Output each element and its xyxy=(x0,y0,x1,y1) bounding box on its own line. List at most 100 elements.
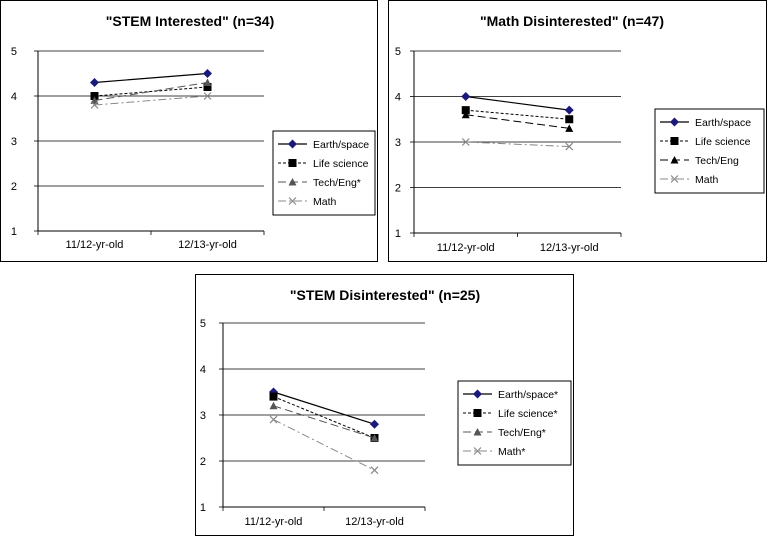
legend-marker xyxy=(670,156,679,164)
series-math xyxy=(90,92,212,109)
legend-marker xyxy=(288,139,297,149)
data-point xyxy=(461,110,470,119)
legend: Earth/space Life science Tech/Eng* Math xyxy=(272,130,376,216)
series-line xyxy=(465,95,570,111)
legend-label: Math xyxy=(313,196,337,208)
chart-title: "STEM Interested" (n=34) xyxy=(106,13,274,29)
chart-stem-disinterested: "STEM Disinterested" (n=25) 1 2 3 4 5 11/12-yr… xyxy=(195,274,574,536)
y-tick-label: 2 xyxy=(200,456,206,468)
data-point xyxy=(565,115,574,124)
data-point xyxy=(370,434,379,442)
y-tick-label: 5 xyxy=(200,318,206,330)
legend-marker xyxy=(473,409,482,417)
y-tick-label: 3 xyxy=(11,136,17,148)
series-line xyxy=(465,109,570,120)
legend-marker xyxy=(670,137,679,145)
data-point xyxy=(90,96,99,104)
y-tick-label: 1 xyxy=(200,502,206,514)
data-point xyxy=(565,142,574,151)
data-point xyxy=(269,415,278,424)
legend-marker xyxy=(473,389,482,399)
series-line xyxy=(273,396,375,439)
legend-label: Math* xyxy=(498,446,525,458)
series-earth-space xyxy=(269,387,379,429)
data-point xyxy=(269,401,278,410)
legend: Earth/space* Life science* Tech/Eng* Math* xyxy=(457,380,572,466)
data-point xyxy=(203,83,212,91)
x-tick-label: 11/12-yr-old xyxy=(66,239,124,251)
data-point xyxy=(90,78,99,87)
legend-label: Math xyxy=(695,174,719,186)
series-math xyxy=(269,415,379,475)
y-tick-label: 5 xyxy=(395,46,401,58)
legend-label: Tech/Eng xyxy=(695,155,739,167)
series-life-science xyxy=(90,83,212,100)
series-math xyxy=(461,138,574,151)
series-earth-space xyxy=(461,92,574,115)
y-tick-label: 2 xyxy=(11,181,17,193)
legend-label: Earth/space xyxy=(313,139,369,151)
series-tech-eng xyxy=(269,401,379,442)
data-point xyxy=(370,466,379,475)
chart-svg: "STEM Interested" (n=34) 1 2 3 4 5 11/12-yr-ol… xyxy=(11,13,376,251)
legend-marker xyxy=(473,428,482,436)
series-life-science xyxy=(269,392,379,442)
y-tick-label: 1 xyxy=(11,226,17,238)
data-point xyxy=(461,138,470,146)
y-tick-label: 5 xyxy=(11,46,17,58)
chart-title: "Math Disinterested" (n=47) xyxy=(480,13,664,29)
chart-svg: "Math Disinterested" (n=47) 1 2 3 4 5 11/12-yr… xyxy=(395,13,765,254)
y-tick-label: 4 xyxy=(395,92,401,104)
legend-label: Life science* xyxy=(498,408,558,420)
y-tick-label: 3 xyxy=(395,137,401,149)
chart-stem-interested: "STEM Interested" (n=34) 1 2 3 4 5 11/12-yr-ol… xyxy=(0,0,378,262)
series-tech-eng xyxy=(90,78,212,104)
data-point xyxy=(90,92,99,100)
series-line xyxy=(273,419,375,471)
legend: Earth/space Life science Tech/Eng Math xyxy=(654,108,765,194)
series-line xyxy=(465,114,570,129)
legend-marker xyxy=(473,447,482,455)
y-tick-label: 2 xyxy=(395,183,401,195)
legend-label: Life science xyxy=(313,158,369,170)
series-line xyxy=(94,72,208,84)
legend-label: Tech/Eng* xyxy=(313,177,361,189)
legend-marker xyxy=(670,175,679,183)
series-line xyxy=(465,141,570,148)
x-tick-label: 11/12-yr-old xyxy=(245,516,303,528)
series-tech-eng xyxy=(461,110,574,132)
series-earth-space xyxy=(90,69,212,87)
chart-math-disinterested: "Math Disinterested" (n=47) 1 2 3 4 5 11/12-yr… xyxy=(388,0,767,262)
y-tick-label: 4 xyxy=(11,91,17,103)
data-point xyxy=(90,101,99,109)
x-tick-label: 12/13-yr-old xyxy=(345,516,404,528)
y-tick-label: 1 xyxy=(395,228,401,240)
data-point xyxy=(269,392,278,401)
legend-marker xyxy=(288,159,297,167)
series-line xyxy=(94,82,208,101)
y-tick-label: 4 xyxy=(200,364,206,376)
series-line xyxy=(94,95,208,106)
data-point xyxy=(461,106,470,115)
data-point xyxy=(370,419,379,429)
series-line xyxy=(94,86,208,97)
x-tick-label: 12/13-yr-old xyxy=(178,239,237,251)
series-line xyxy=(273,391,375,425)
legend-label: Life science xyxy=(695,136,751,148)
legend-label: Tech/Eng* xyxy=(498,427,546,439)
legend-marker xyxy=(288,197,297,205)
data-point xyxy=(461,92,471,101)
data-point xyxy=(203,92,212,100)
data-point xyxy=(564,105,574,115)
data-point xyxy=(203,78,212,86)
legend-marker xyxy=(288,178,297,186)
x-tick-label: 12/13-yr-old xyxy=(540,242,599,254)
series-life-science xyxy=(461,106,574,124)
chart-svg: "STEM Disinterested" (n=25) 1 2 3 4 5 11/12-yr… xyxy=(200,287,572,528)
y-tick-label: 3 xyxy=(200,410,206,422)
x-tick-label: 11/12-yr-old xyxy=(437,242,495,254)
legend-label: Earth/space xyxy=(695,117,751,129)
data-point xyxy=(203,69,212,78)
chart-title: "STEM Disinterested" (n=25) xyxy=(290,287,480,303)
legend-marker xyxy=(670,117,679,127)
